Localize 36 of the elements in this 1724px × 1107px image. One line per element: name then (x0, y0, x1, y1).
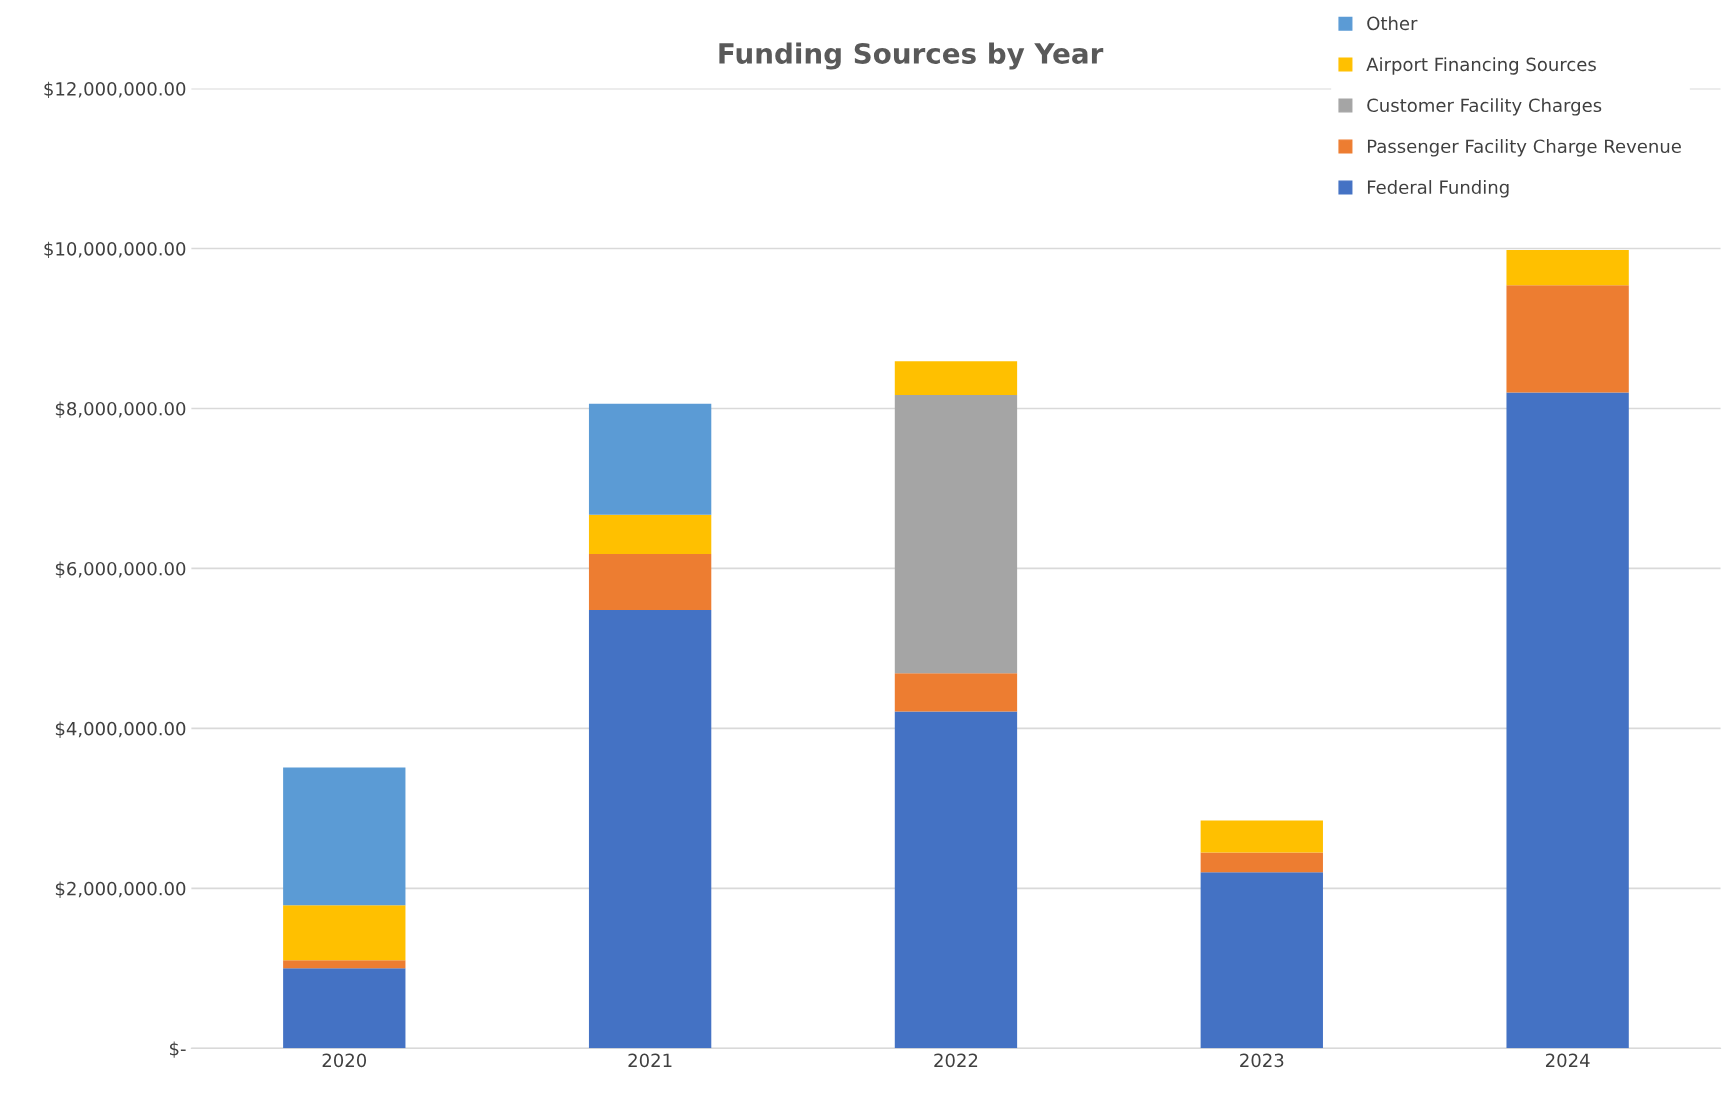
y-tick-label: $6,000,000.00 (55, 561, 186, 578)
bar (1506, 392, 1629, 1049)
legend-label: Airport Financing Sources (1366, 57, 1596, 75)
bar (283, 968, 406, 1049)
legend-label: Other (1367, 16, 1418, 31)
y-tick-label: $8,000,000.00 (55, 401, 186, 418)
bar (588, 610, 712, 1049)
bar (588, 403, 712, 515)
bar (894, 711, 1018, 1049)
bar (894, 673, 1018, 712)
bar (283, 960, 406, 969)
bar (894, 361, 1018, 395)
x-tick-label: 2020 (322, 1053, 367, 1068)
x-tick-label: 2024 (1545, 1053, 1590, 1068)
y-tick-label: $2,000,000.00 (55, 881, 186, 898)
legend-label: Passenger Facility Charge Revenue (1367, 139, 1681, 157)
bar (588, 554, 712, 611)
x-tick-label: 2023 (1240, 1053, 1284, 1068)
y-tick-label: $4,000,000.00 (55, 721, 186, 738)
bar (1506, 285, 1629, 393)
bar (894, 394, 1018, 674)
bar (588, 514, 712, 555)
y-tick-label: $12,000,000.00 (44, 81, 186, 99)
y-tick-label: $10,000,000.00 (44, 241, 186, 259)
legend-label: Customer Facility Charges (1367, 98, 1602, 116)
legend-label: Federal Funding (1367, 180, 1509, 198)
bar (283, 905, 406, 961)
x-tick-label: 2021 (628, 1053, 672, 1068)
bar (1200, 820, 1323, 853)
bar (1506, 250, 1629, 286)
bar (1200, 852, 1323, 873)
bar (1200, 872, 1323, 1049)
y-tick-label: $- (170, 1041, 186, 1058)
bar (283, 767, 406, 906)
x-tick-label: 2022 (934, 1053, 978, 1068)
chart-title: Funding Sources by Year (719, 42, 1104, 70)
